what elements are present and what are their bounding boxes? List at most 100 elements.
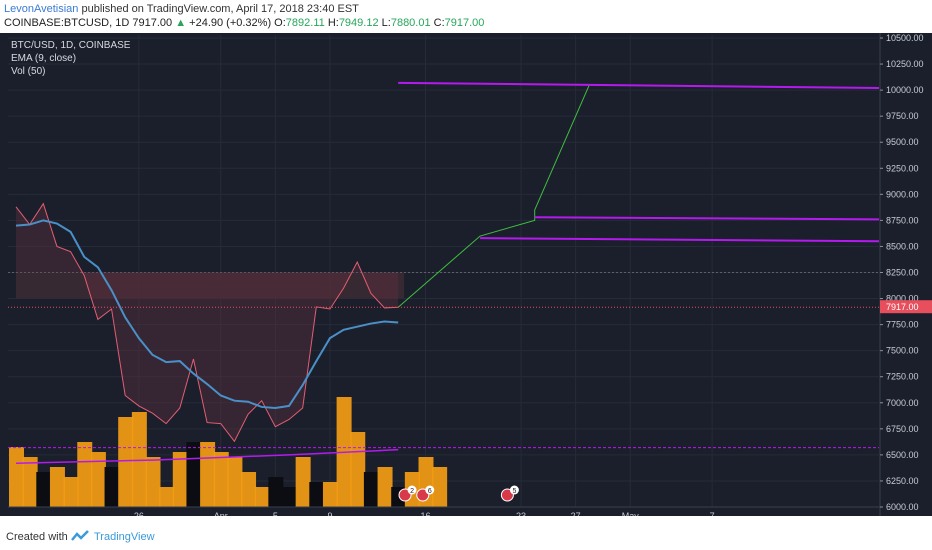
published-text: published on TradingView.com, April 17, …	[81, 3, 359, 15]
price-line	[15, 202, 399, 443]
volume-bar-dark	[104, 467, 120, 507]
tradingview-logo-icon[interactable]	[70, 529, 90, 543]
volume-bar	[159, 487, 175, 507]
high-value: 7949.12	[338, 17, 379, 29]
event-count-badge	[425, 485, 435, 495]
y-tick-label: 9000.00	[886, 189, 919, 199]
event-count-badge	[407, 485, 417, 495]
close-value: 7917.00	[444, 17, 485, 29]
volume-bar	[90, 452, 106, 507]
change-arrow-icon: ▲	[175, 17, 187, 29]
price-chart[interactable]: 10500.0010250.0010000.009750.009500.0092…	[0, 33, 932, 516]
volume-bar-dark	[268, 477, 284, 507]
x-tick-label: 5	[273, 511, 278, 516]
high-label: H:	[327, 17, 339, 29]
volume-bar-dark	[186, 442, 202, 507]
y-tick-label: 9750.00	[886, 111, 919, 121]
volume-bar	[200, 442, 216, 507]
volume-bar	[49, 467, 65, 507]
y-tick-label: 6500.00	[886, 450, 919, 460]
x-tick-label: 7	[710, 511, 715, 516]
y-tick-label: 6000.00	[886, 502, 919, 512]
open-value: 7892.11	[285, 17, 325, 29]
volume-bar	[145, 457, 161, 507]
last-price-tag	[880, 300, 932, 314]
volume-bar	[377, 467, 393, 507]
y-tick-label: 10000.00	[886, 85, 924, 95]
resistance-level-3[interactable]	[480, 237, 880, 243]
volume-bar-dark	[282, 487, 297, 507]
x-tick-label: 23	[516, 511, 526, 516]
x-tick-label: 27	[571, 511, 581, 516]
event-count-badge	[509, 485, 519, 495]
y-tick-label: 7500.00	[886, 346, 919, 356]
volume-bar-dark	[309, 482, 325, 507]
volume-bar	[322, 482, 338, 507]
y-tick-label: 8000.00	[886, 294, 919, 304]
volume-bar	[227, 457, 243, 507]
publication-header: LevonAvetisian published on TradingView.…	[0, 0, 932, 32]
volume-bar	[131, 412, 147, 507]
legend-volume[interactable]: Vol (50)	[11, 66, 46, 77]
volume-bar	[22, 457, 38, 507]
event-count-label: 6	[428, 488, 432, 495]
y-tick-label: 8250.00	[886, 268, 919, 278]
projection-path	[397, 84, 590, 308]
chart-legend: BTC/USD, 1D, COINBASE EMA (9, close) Vol…	[11, 39, 130, 78]
price-change: +24.90 (+0.32%)	[189, 17, 272, 29]
x-tick-label: 16	[420, 511, 430, 516]
volume-bar	[241, 472, 257, 507]
publication-line: LevonAvetisian published on TradingView.…	[4, 3, 359, 15]
resistance-level-1[interactable]	[398, 81, 880, 90]
volume-bar	[77, 442, 93, 507]
event-count-label: 2	[410, 488, 414, 495]
y-tick-label: 6250.00	[886, 476, 919, 486]
x-tick-label: May	[622, 511, 640, 516]
symbol-name: COINBASE:BTCUSD, 1D	[4, 17, 130, 29]
footer: Created with TradingView	[0, 519, 932, 550]
chart-panel[interactable]: 10500.00 10250.00 10000.00 9750.00 9500.00 92…	[0, 33, 932, 516]
volume-bar	[9, 447, 24, 507]
open-label: O:	[274, 17, 286, 29]
volume-bar	[213, 452, 229, 507]
volume-bar	[118, 417, 134, 507]
y-tick-label: 10250.00	[886, 59, 924, 69]
x-tick-label: 26	[134, 511, 144, 516]
last-price-tag-label: 7917.00	[886, 302, 919, 312]
symbol-ohlc-line: COINBASE:BTCUSD, 1D 7917.00 ▲ +24.90 (+0…	[4, 17, 484, 29]
volume-bar-dark	[36, 472, 52, 507]
resistance-level-2[interactable]	[534, 216, 880, 221]
low-label: L:	[381, 17, 391, 29]
volume-bar-dark	[363, 472, 379, 507]
y-tick-label: 8750.00	[886, 215, 919, 225]
event-count-label: 5	[512, 488, 516, 495]
volume-bar	[172, 452, 188, 507]
y-tick-label: 9250.00	[886, 163, 919, 173]
author-link[interactable]: LevonAvetisian	[4, 3, 79, 15]
ema-line	[15, 219, 399, 409]
x-tick-label: 9	[327, 511, 332, 516]
last-price: 7917.00	[132, 17, 173, 29]
price-axis-panel	[880, 33, 932, 516]
volume-ma-line	[15, 448, 399, 464]
volume-bar	[350, 432, 366, 507]
volume-bar	[432, 467, 448, 507]
low-value: 7880.01	[390, 17, 431, 29]
y-tick-label: 7750.00	[886, 320, 919, 330]
price-area-fill	[16, 203, 399, 442]
x-tick-label: Apr	[214, 511, 228, 516]
y-tick-label: 9500.00	[886, 137, 919, 147]
y-tick-label: 10500.00	[886, 33, 924, 43]
close-label: C:	[433, 17, 445, 29]
y-tick-label: 8500.00	[886, 241, 919, 251]
legend-ema[interactable]: EMA (9, close)	[11, 53, 77, 64]
volume-bar	[63, 477, 79, 507]
created-with-text: Created with	[6, 531, 68, 543]
volume-bar	[295, 457, 311, 507]
tradingview-brand-link[interactable]: TradingView	[94, 531, 155, 543]
y-tick-label: 7000.00	[886, 398, 919, 408]
y-tick-label: 7250.00	[886, 372, 919, 382]
legend-symbol: BTC/USD, 1D, COINBASE	[11, 40, 131, 51]
volume-bar	[254, 487, 270, 507]
y-tick-label: 6750.00	[886, 424, 919, 434]
